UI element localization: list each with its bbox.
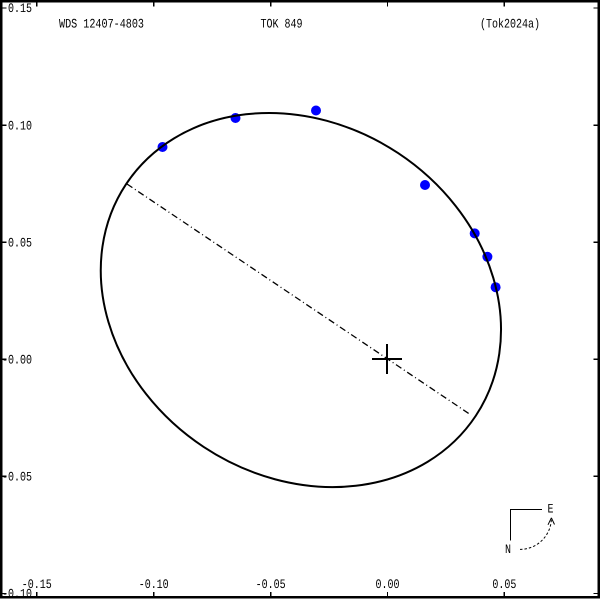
svg-text:-0.05: -0.05 [256,577,286,592]
svg-text:-0.15: -0.15 [22,577,52,592]
svg-text:TOK 849: TOK 849 [261,17,303,32]
svg-text:0.00: 0.00 [376,577,400,592]
svg-text:WDS 12407-4803: WDS 12407-4803 [59,17,144,32]
svg-text:(Tok2024a): (Tok2024a) [480,17,540,32]
svg-text:-0.10: -0.10 [139,577,169,592]
svg-text:0.05: 0.05 [8,235,32,250]
svg-text:E: E [548,502,554,517]
svg-text:-0.00: -0.00 [2,353,32,368]
svg-text:0.05: 0.05 [492,577,516,592]
svg-text:N: N [505,542,511,557]
svg-text:0.15: 0.15 [8,1,32,16]
svg-text:-0.10: -0.10 [2,587,32,600]
svg-text:0.10: 0.10 [8,118,32,133]
svg-text:-0.05: -0.05 [2,470,32,485]
